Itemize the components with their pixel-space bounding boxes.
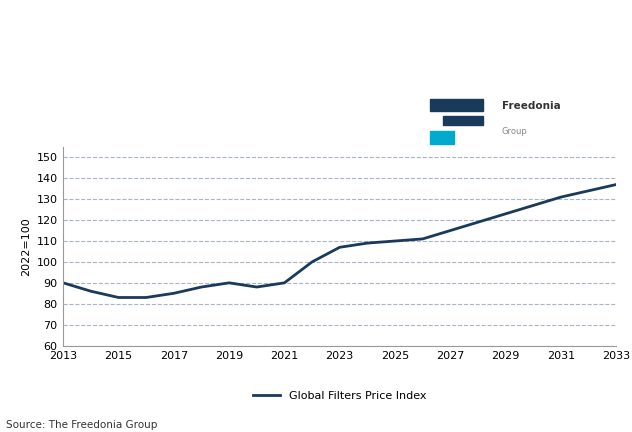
- Text: Source: The Freedonia Group: Source: The Freedonia Group: [6, 420, 158, 430]
- Text: Figure 3-8.
Global Filter Price Index,
2013 – 2033
(2022=100): Figure 3-8. Global Filter Price Index, 2…: [9, 8, 174, 75]
- Bar: [430, 99, 483, 111]
- Bar: [443, 116, 483, 125]
- Y-axis label: 2022=100: 2022=100: [21, 217, 31, 276]
- Text: Freedonia: Freedonia: [502, 102, 561, 111]
- Legend: Global Filters Price Index: Global Filters Price Index: [248, 387, 431, 406]
- Bar: [430, 131, 454, 144]
- Text: Group: Group: [502, 127, 528, 136]
